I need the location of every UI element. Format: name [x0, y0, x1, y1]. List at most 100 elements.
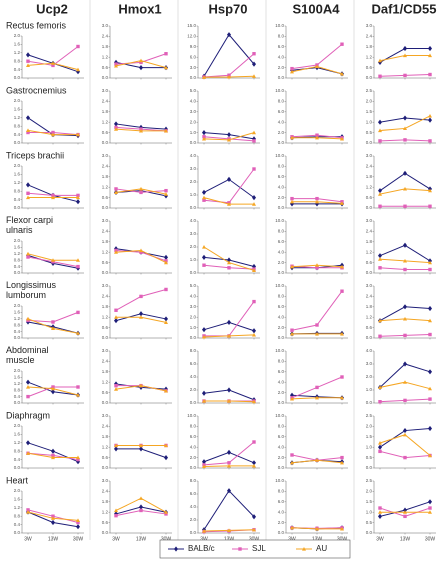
y-tick-label: 2.0 — [366, 489, 373, 494]
data-point — [26, 318, 30, 323]
data-point — [26, 59, 30, 63]
y-tick-label: 3.0 — [102, 23, 109, 28]
data-point — [114, 387, 118, 391]
y-tick-label: 1.2 — [366, 314, 373, 319]
y-tick-label: 2.5 — [366, 478, 373, 483]
data-point — [202, 399, 206, 403]
y-tick-label: 6.0 — [278, 304, 285, 309]
data-point — [340, 395, 344, 400]
y-tick-label: 0.0 — [366, 530, 373, 535]
y-tick-label: 0.0 — [102, 465, 109, 470]
y-tick-label: 0.0 — [190, 205, 197, 210]
y-tick-label: 0.0 — [278, 465, 285, 470]
data-point — [114, 63, 118, 68]
data-point — [428, 188, 432, 193]
y-tick-label: 4.0 — [190, 444, 197, 449]
y-tick-label: 0.8 — [14, 123, 21, 128]
data-point — [202, 198, 206, 202]
data-point — [202, 529, 206, 533]
data-point — [202, 459, 206, 465]
data-point — [428, 499, 432, 505]
data-point — [403, 316, 407, 321]
y-tick-label: 0.8 — [14, 448, 21, 453]
y-tick-label: 1.6 — [14, 497, 21, 502]
y-tick-label: 2.4 — [102, 424, 109, 429]
data-point — [315, 135, 319, 140]
data-point — [290, 460, 294, 465]
data-point — [378, 449, 382, 454]
y-tick-label: 2.0 — [278, 260, 285, 265]
x-tick-label: 3W — [288, 536, 296, 542]
y-tick-label: 10.0 — [275, 283, 284, 288]
data-point — [164, 455, 168, 461]
y-tick-label: 4.0 — [278, 379, 285, 384]
data-point — [227, 488, 231, 494]
data-point — [403, 126, 407, 131]
y-tick-label: 1.2 — [14, 505, 21, 510]
data-point — [290, 199, 294, 204]
y-tick-label: 0.4 — [14, 457, 21, 462]
y-tick-label: 0.0 — [14, 205, 21, 210]
data-point — [51, 453, 55, 458]
y-tick-label: 1.8 — [102, 239, 109, 244]
y-tick-label: 1.8 — [102, 109, 109, 114]
data-point — [139, 190, 143, 195]
y-tick-label: 0.6 — [102, 390, 109, 395]
y-tick-label: 4.0 — [190, 218, 197, 223]
data-point — [227, 319, 231, 325]
data-point — [202, 195, 206, 200]
y-tick-label: 3.0 — [102, 88, 109, 93]
y-tick-label: 0.0 — [190, 75, 197, 80]
y-tick-label: 8.0 — [278, 99, 285, 104]
data-point — [290, 525, 294, 530]
y-tick-label: 2.5 — [366, 88, 373, 93]
data-point — [252, 460, 256, 466]
data-point — [252, 139, 256, 143]
y-tick-label: 0.0 — [278, 530, 285, 535]
data-point — [403, 138, 407, 142]
y-tick-label: 1.0 — [366, 119, 373, 124]
data-point — [76, 258, 80, 262]
data-point — [378, 513, 382, 519]
x-tick-label: 13W — [224, 536, 235, 542]
x-tick-label: 3W — [376, 536, 384, 542]
y-tick-label: 1.8 — [102, 174, 109, 179]
y-tick-label: 3.0 — [190, 304, 197, 309]
y-tick-label: 1.5 — [366, 109, 373, 114]
data-point — [290, 328, 294, 332]
data-point — [315, 458, 319, 462]
data-point — [227, 449, 231, 455]
data-point — [51, 389, 55, 395]
y-tick-label: 2.0 — [190, 244, 197, 249]
data-point — [428, 53, 432, 58]
y-tick-label: 8.0 — [278, 294, 285, 299]
y-tick-label: 3.0 — [102, 413, 109, 418]
data-point — [164, 65, 168, 70]
row-label: Gastrocnemius — [6, 85, 67, 95]
y-tick-label: 1.8 — [102, 499, 109, 504]
y-tick-label: 1.6 — [14, 172, 21, 177]
data-point — [114, 443, 118, 448]
data-point — [26, 195, 30, 200]
data-point — [76, 67, 80, 72]
y-tick-label: 2.0 — [190, 119, 197, 124]
y-tick-label: 8.0 — [278, 359, 285, 364]
data-point — [290, 331, 294, 336]
y-tick-label: 3.0 — [366, 283, 373, 288]
y-tick-label: 10.0 — [275, 348, 284, 353]
data-point — [26, 440, 30, 446]
data-point — [290, 69, 294, 74]
y-tick-label: 1.2 — [102, 379, 109, 384]
data-point — [164, 52, 168, 56]
data-point — [428, 397, 432, 401]
y-tick-label: 1.5 — [366, 499, 373, 504]
legend-marker — [302, 547, 306, 551]
y-tick-label: 3.0 — [190, 231, 197, 236]
y-tick-label: 1.2 — [366, 249, 373, 254]
y-tick-label: 0.0 — [14, 335, 21, 340]
data-point — [315, 133, 319, 137]
row-label: Flexor carpi ulnaris — [6, 215, 53, 235]
data-point — [227, 137, 231, 142]
column-title: Ucp2 — [36, 1, 68, 16]
data-point — [227, 399, 231, 403]
